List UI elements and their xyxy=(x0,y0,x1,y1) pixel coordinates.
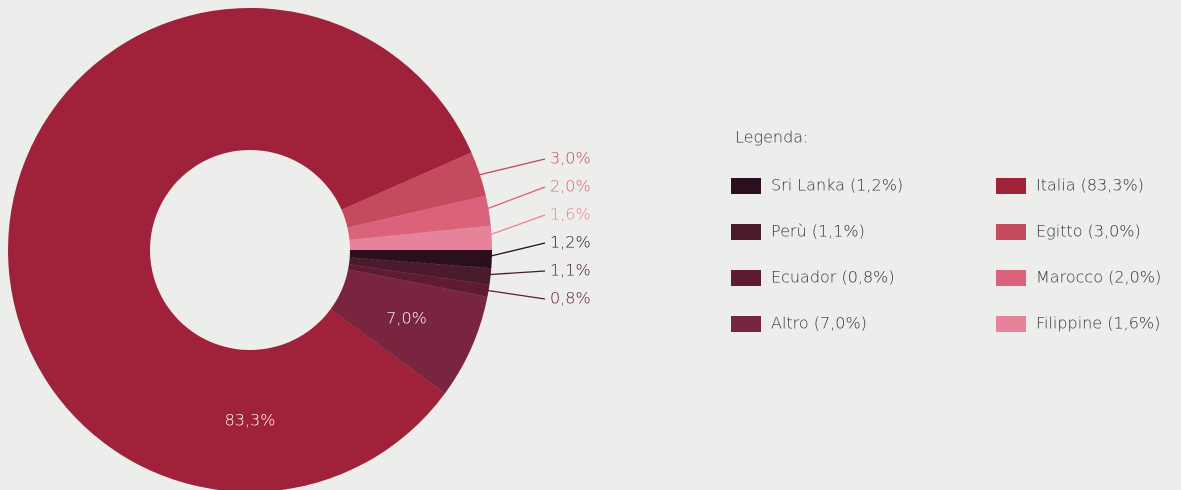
data-label: 2,0% xyxy=(550,177,591,196)
data-label: 7,0% xyxy=(386,308,427,327)
leader-line xyxy=(468,158,546,179)
legend-title: Legenda: xyxy=(735,128,808,147)
data-label: 0,8% xyxy=(550,289,591,308)
leader-line xyxy=(479,214,546,240)
leader-line xyxy=(476,288,546,300)
data-label: 1,1% xyxy=(550,261,591,280)
legend-swatch xyxy=(996,178,1026,194)
legend-label: Egitto (3,0%) xyxy=(1036,222,1141,241)
data-label: 3,0% xyxy=(550,149,591,168)
legend-label: Filippine (1,6%) xyxy=(1036,314,1160,333)
leader-line xyxy=(479,242,546,260)
legend-label: Ecuador (0,8%) xyxy=(771,268,895,287)
legend-label: Italia (83,3%) xyxy=(1036,176,1144,195)
data-label: 83,3% xyxy=(225,411,276,430)
slice xyxy=(349,250,492,269)
slice xyxy=(8,8,472,490)
legend-label: Altro (7,0%) xyxy=(771,314,867,333)
legend-label: Sri Lanka (1,2%) xyxy=(771,176,903,195)
data-label: 1,6% xyxy=(550,205,591,224)
slice xyxy=(348,264,490,297)
leader-line xyxy=(478,270,546,276)
legend-swatch xyxy=(996,316,1026,332)
legend-label: Marocco (2,0%) xyxy=(1036,268,1161,287)
legend-label: Perù (1,1%) xyxy=(771,222,865,241)
legend-swatch xyxy=(731,270,761,286)
legend-swatch xyxy=(731,178,761,194)
legend-swatch xyxy=(996,224,1026,240)
legend-swatch xyxy=(731,316,761,332)
slice xyxy=(347,195,491,240)
leader-line xyxy=(476,186,546,214)
slice xyxy=(348,257,492,285)
slice xyxy=(341,152,486,228)
legend-swatch xyxy=(731,224,761,240)
data-label: 1,2% xyxy=(550,233,591,252)
legend-swatch xyxy=(996,270,1026,286)
slice xyxy=(330,269,488,394)
slice xyxy=(349,225,492,250)
